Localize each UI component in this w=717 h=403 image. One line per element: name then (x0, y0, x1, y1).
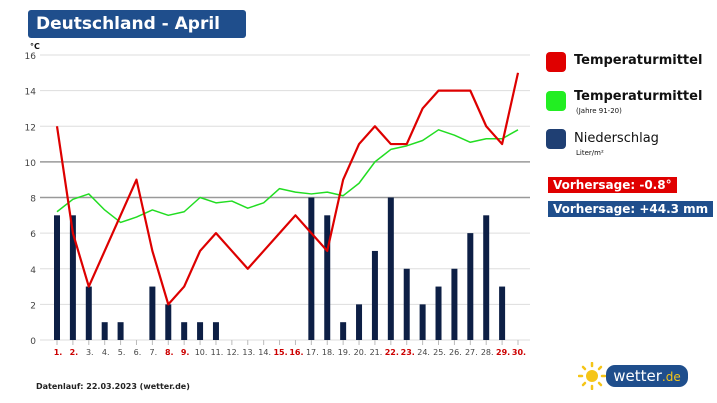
precipitation-bar (451, 268, 458, 340)
precipitation-bar (403, 268, 410, 340)
x-tick-label: 6. (134, 348, 142, 357)
x-tick-label: 4. (102, 348, 110, 357)
precipitation-bar (117, 322, 124, 340)
y-axis-unit: °C (30, 42, 40, 51)
x-tick-label: 2. (70, 348, 79, 357)
x-tick-label: 23. (401, 348, 415, 357)
x-tick-label: 3. (86, 348, 94, 357)
x-tick-label: 14. (258, 348, 271, 357)
precipitation-bar (69, 215, 76, 340)
precipitation-bar (499, 286, 506, 340)
legend-swatch-green (546, 91, 566, 111)
y-tick-label: 6 (30, 230, 36, 240)
precipitation-bar (308, 197, 315, 340)
x-tick-label: 24. (417, 348, 430, 357)
x-tick-label: 18. (322, 348, 335, 357)
y-tick-label: 16 (25, 52, 37, 62)
legend-sublabel: Liter/m² (576, 149, 604, 157)
x-tick-label: 1. (54, 348, 63, 357)
logo-text: wetter.de (606, 365, 688, 387)
temperature-line (55, 72, 520, 306)
precipitation-bar (101, 322, 108, 340)
x-tick-label: 28. (481, 348, 494, 357)
x-tick-label: 17. (306, 348, 319, 357)
precipitation-bar (85, 286, 92, 340)
legend-label: Temperaturmittel (574, 89, 703, 104)
data-run-footer: Datenlauf: 22.03.2023 (wetter.de) (36, 382, 190, 391)
legend-label: Temperaturmittel (574, 53, 703, 68)
y-tick-label: 12 (25, 123, 36, 133)
x-tick-label: 21. (370, 348, 383, 357)
precipitation-bar (356, 304, 363, 340)
precipitation-bar (419, 304, 426, 340)
forecast-precipitation-badge: Vorhersage: +44.3 mm (548, 201, 714, 217)
chart-title: Deutschland - April (28, 10, 246, 38)
x-tick-label: 16. (289, 348, 303, 357)
sun-icon (578, 362, 606, 390)
precipitation-bar (387, 197, 394, 340)
x-tick-label: 12. (226, 348, 239, 357)
x-tick-label: 26. (449, 348, 462, 357)
x-tick-label: 8. (165, 348, 174, 357)
x-tick-label: 15. (273, 348, 287, 357)
x-tick-label: 9. (181, 348, 190, 357)
x-tick-label: 30. (512, 348, 526, 357)
precipitation-bar (149, 286, 156, 340)
precipitation-bar (212, 322, 219, 340)
x-tick-label: 13. (242, 348, 255, 357)
y-tick-label: 2 (30, 301, 36, 311)
y-tick-label: 14 (25, 88, 37, 98)
x-tick-label: 25. (433, 348, 446, 357)
precipitation-bar (340, 322, 347, 340)
legend-sublabel: (Jahre 91-20) (576, 107, 622, 115)
precipitation-bar (371, 250, 378, 340)
x-tick-label: 22. (385, 348, 399, 357)
y-tick-label: 0 (30, 337, 36, 347)
forecast-temperature-badge: Vorhersage: -0.8° (548, 177, 677, 193)
x-tick-label: 7. (150, 348, 158, 357)
y-tick-label: 4 (30, 266, 36, 276)
precipitation-bar (197, 322, 204, 340)
precipitation-bar (467, 233, 474, 340)
legend-swatch-blue (546, 129, 566, 149)
temperature-normal-line (56, 129, 519, 224)
precipitation-bar (483, 215, 490, 340)
precipitation-bar (165, 304, 172, 340)
precipitation-bar (181, 322, 188, 340)
x-tick-label: 10. (195, 348, 208, 357)
legend-label: Niederschlag (574, 131, 659, 146)
y-tick-label: 10 (25, 159, 37, 169)
x-tick-label: 11. (211, 348, 224, 357)
x-tick-label: 29. (496, 348, 510, 357)
legend-swatch-red (546, 52, 566, 72)
x-tick-label: 19. (338, 348, 351, 357)
precipitation-bar (54, 215, 60, 340)
precipitation-bar (435, 286, 442, 340)
x-tick-label: 5. (118, 348, 126, 357)
y-tick-label: 8 (30, 195, 36, 205)
x-tick-label: 27. (465, 348, 478, 357)
x-tick-label: 20. (354, 348, 367, 357)
precipitation-bar (324, 215, 331, 340)
